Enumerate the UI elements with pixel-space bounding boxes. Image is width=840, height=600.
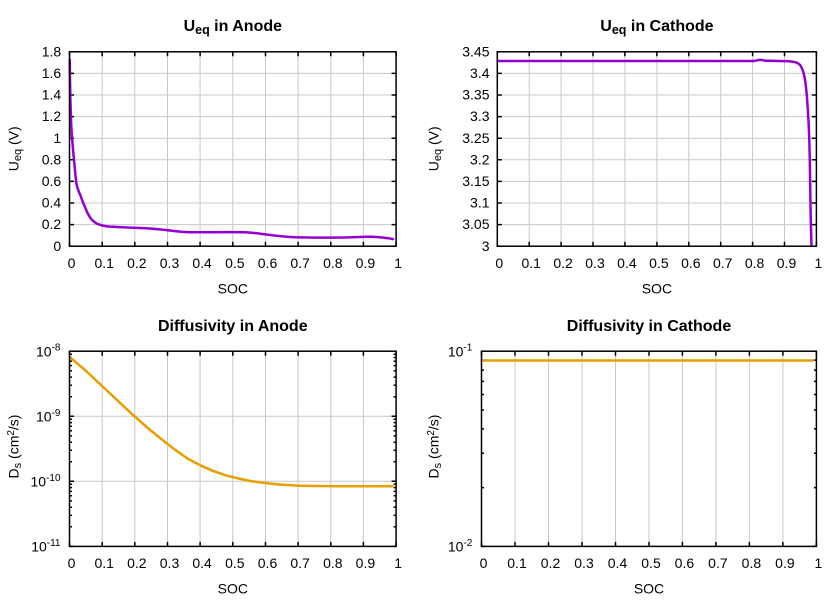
svg-text:0.2: 0.2	[42, 216, 62, 232]
svg-text:SOC: SOC	[634, 581, 664, 597]
svg-text:SOC: SOC	[642, 281, 672, 297]
svg-text:Diffusivity in Anode: Diffusivity in Anode	[158, 318, 308, 335]
svg-text:0.9: 0.9	[356, 555, 376, 571]
svg-text:0.2: 0.2	[541, 555, 561, 571]
svg-text:1.2: 1.2	[42, 108, 62, 124]
svg-text:3.25: 3.25	[462, 130, 489, 146]
svg-text:3.45: 3.45	[462, 43, 489, 59]
svg-text:0.6: 0.6	[42, 173, 62, 189]
svg-text:SOC: SOC	[218, 581, 248, 597]
svg-text:0.9: 0.9	[356, 255, 376, 271]
svg-text:0: 0	[480, 555, 488, 571]
svg-text:1: 1	[815, 255, 823, 271]
svg-text:0.5: 0.5	[641, 555, 661, 571]
svg-text:0.7: 0.7	[290, 555, 310, 571]
svg-text:0.5: 0.5	[225, 255, 245, 271]
svg-text:1.6: 1.6	[42, 65, 62, 81]
svg-text:0.4: 0.4	[42, 195, 62, 211]
svg-text:0.7: 0.7	[708, 555, 728, 571]
svg-text:0.8: 0.8	[323, 255, 343, 271]
svg-text:0: 0	[68, 255, 76, 271]
svg-text:Ds (cm2/s): Ds (cm2/s)	[6, 415, 25, 479]
svg-text:0.6: 0.6	[258, 255, 278, 271]
svg-text:0.6: 0.6	[675, 555, 695, 571]
svg-text:0.5: 0.5	[225, 555, 245, 571]
svg-text:3.1: 3.1	[470, 195, 490, 211]
svg-text:Ueq (V): Ueq (V)	[426, 126, 445, 171]
svg-text:0.4: 0.4	[617, 255, 637, 271]
svg-text:1: 1	[815, 555, 823, 571]
svg-text:Ueq (V): Ueq (V)	[6, 126, 25, 171]
svg-text:1: 1	[394, 255, 402, 271]
svg-text:1.4: 1.4	[42, 87, 62, 103]
svg-text:0.3: 0.3	[574, 555, 594, 571]
svg-text:3.2: 3.2	[470, 151, 490, 167]
svg-text:3.4: 3.4	[470, 65, 490, 81]
svg-text:0.2: 0.2	[127, 255, 147, 271]
svg-text:0.3: 0.3	[160, 555, 180, 571]
svg-text:1: 1	[53, 130, 61, 146]
svg-text:Ueq in Cathode: Ueq in Cathode	[600, 18, 713, 37]
svg-text:3.05: 3.05	[462, 216, 489, 232]
svg-text:0.1: 0.1	[94, 555, 114, 571]
svg-text:0.6: 0.6	[258, 555, 278, 571]
svg-text:0: 0	[495, 255, 503, 271]
svg-text:0.1: 0.1	[94, 255, 114, 271]
svg-text:0.9: 0.9	[775, 555, 795, 571]
svg-text:0.1: 0.1	[507, 555, 527, 571]
svg-text:0.8: 0.8	[745, 255, 765, 271]
svg-text:0.4: 0.4	[608, 555, 628, 571]
svg-text:0.8: 0.8	[323, 555, 343, 571]
svg-text:0.3: 0.3	[585, 255, 605, 271]
svg-text:1: 1	[394, 555, 402, 571]
svg-text:3.3: 3.3	[470, 108, 490, 124]
svg-text:3.35: 3.35	[462, 87, 489, 103]
svg-text:0.5: 0.5	[649, 255, 669, 271]
svg-text:0.7: 0.7	[290, 255, 310, 271]
svg-text:0.2: 0.2	[127, 555, 147, 571]
svg-text:0.6: 0.6	[681, 255, 701, 271]
svg-text:3: 3	[482, 238, 490, 254]
svg-text:0.4: 0.4	[192, 255, 212, 271]
svg-text:Diffusivity in Cathode: Diffusivity in Cathode	[567, 318, 732, 335]
svg-text:Ueq in Anode: Ueq in Anode	[184, 18, 283, 37]
svg-text:SOC: SOC	[218, 281, 248, 297]
svg-text:0.8: 0.8	[742, 555, 762, 571]
svg-text:0: 0	[53, 238, 61, 254]
svg-text:0.7: 0.7	[713, 255, 733, 271]
svg-text:0.4: 0.4	[192, 555, 212, 571]
svg-text:3.15: 3.15	[462, 173, 489, 189]
svg-text:0.8: 0.8	[42, 151, 62, 167]
svg-text:Ds (cm2/s): Ds (cm2/s)	[426, 415, 445, 479]
svg-text:0.1: 0.1	[521, 255, 541, 271]
svg-text:0.9: 0.9	[777, 255, 797, 271]
svg-text:0: 0	[68, 555, 76, 571]
svg-text:0.3: 0.3	[160, 255, 180, 271]
svg-text:0.2: 0.2	[553, 255, 573, 271]
svg-text:1.8: 1.8	[42, 43, 62, 59]
